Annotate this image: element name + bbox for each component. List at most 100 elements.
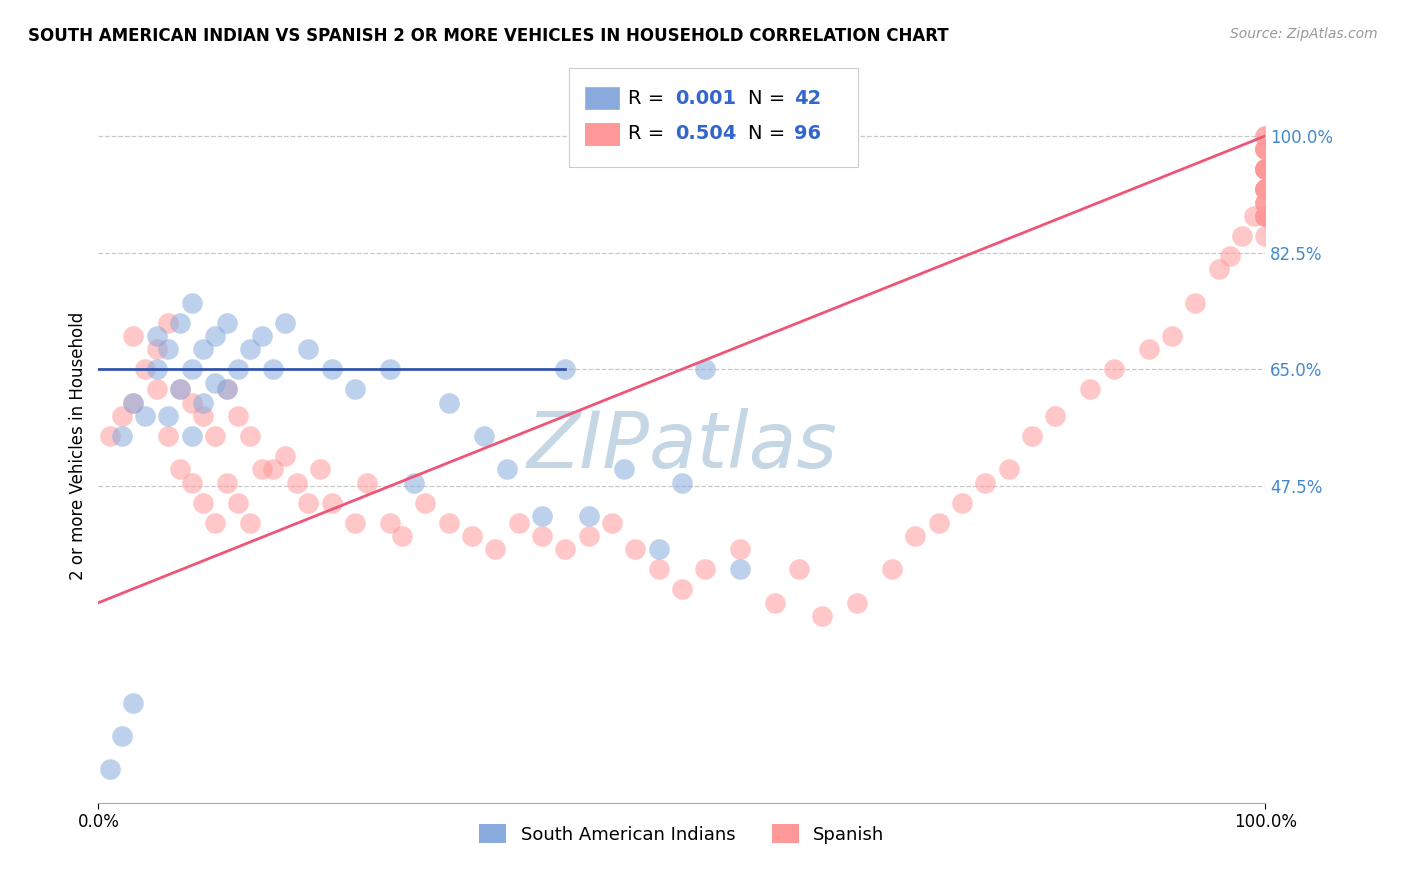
Point (169, 316, 191, 330)
Point (1254, 162, 1277, 177)
Point (671, 582, 693, 597)
Point (250, 329, 273, 343)
Point (1254, 209, 1277, 223)
Point (262, 462, 284, 476)
Point (180, 362, 202, 376)
Point (1254, 195, 1277, 210)
Point (122, 329, 145, 343)
Point (880, 562, 903, 576)
Point (146, 343, 169, 357)
Point (600, 516, 623, 530)
Point (787, 562, 810, 576)
Point (1254, 162, 1277, 177)
Point (928, 516, 950, 530)
Point (1254, 182, 1277, 196)
Point (146, 362, 169, 376)
Point (193, 343, 215, 357)
Point (1254, 182, 1277, 196)
Point (239, 429, 262, 443)
Point (1254, 162, 1277, 177)
Point (1137, 343, 1160, 357)
Point (695, 362, 717, 376)
Point (274, 316, 297, 330)
Point (1254, 162, 1277, 177)
Point (180, 295, 202, 310)
Point (204, 329, 226, 343)
Point (763, 596, 786, 610)
Point (1254, 195, 1277, 210)
Text: 96: 96 (794, 124, 821, 144)
Point (169, 382, 191, 396)
Point (1230, 228, 1253, 243)
Point (344, 382, 367, 396)
Point (297, 496, 319, 510)
Point (1254, 209, 1277, 223)
Point (122, 395, 145, 409)
Point (228, 409, 250, 423)
Point (111, 429, 134, 443)
Point (554, 362, 576, 376)
Point (530, 529, 553, 543)
Point (1254, 128, 1277, 143)
Point (578, 509, 600, 524)
Text: ZIPatlas: ZIPatlas (526, 408, 838, 484)
Point (215, 475, 238, 490)
Point (297, 343, 319, 357)
Point (344, 516, 367, 530)
Point (111, 409, 134, 423)
Point (484, 542, 506, 557)
Point (380, 516, 402, 530)
Point (204, 516, 226, 530)
Point (356, 475, 378, 490)
Point (1254, 142, 1277, 156)
Point (180, 475, 202, 490)
Point (846, 596, 869, 610)
Point (204, 429, 226, 443)
Text: Source: ZipAtlas.com: Source: ZipAtlas.com (1230, 27, 1378, 41)
Point (274, 449, 297, 463)
Point (169, 382, 191, 396)
Point (950, 496, 973, 510)
Point (811, 609, 834, 624)
Point (530, 509, 553, 524)
Point (1254, 228, 1277, 243)
Point (1254, 209, 1277, 223)
Text: 0.001: 0.001 (675, 88, 735, 108)
Point (1254, 209, 1277, 223)
Point (1254, 182, 1277, 196)
Point (321, 496, 343, 510)
Point (215, 316, 238, 330)
Point (647, 562, 669, 576)
Point (1254, 162, 1277, 177)
Point (974, 475, 997, 490)
Point (671, 475, 693, 490)
Point (730, 542, 752, 557)
Point (1184, 295, 1206, 310)
Point (98, 763, 121, 777)
Point (1254, 209, 1277, 223)
Point (1254, 142, 1277, 156)
Point (309, 462, 332, 476)
Point (1254, 162, 1277, 177)
Point (122, 395, 145, 409)
Point (157, 343, 180, 357)
Point (461, 529, 484, 543)
Text: 0.504: 0.504 (675, 124, 737, 144)
Point (1080, 382, 1102, 396)
Point (157, 429, 180, 443)
Point (624, 542, 647, 557)
Point (193, 395, 215, 409)
Point (904, 529, 927, 543)
Point (204, 376, 226, 390)
Point (380, 362, 402, 376)
Point (1243, 209, 1265, 223)
Point (215, 382, 238, 396)
Point (134, 409, 156, 423)
Point (496, 462, 519, 476)
Point (472, 429, 495, 443)
Point (1254, 142, 1277, 156)
Point (146, 382, 169, 396)
Text: N =: N = (748, 88, 792, 108)
Point (250, 462, 273, 476)
Point (1254, 128, 1277, 143)
